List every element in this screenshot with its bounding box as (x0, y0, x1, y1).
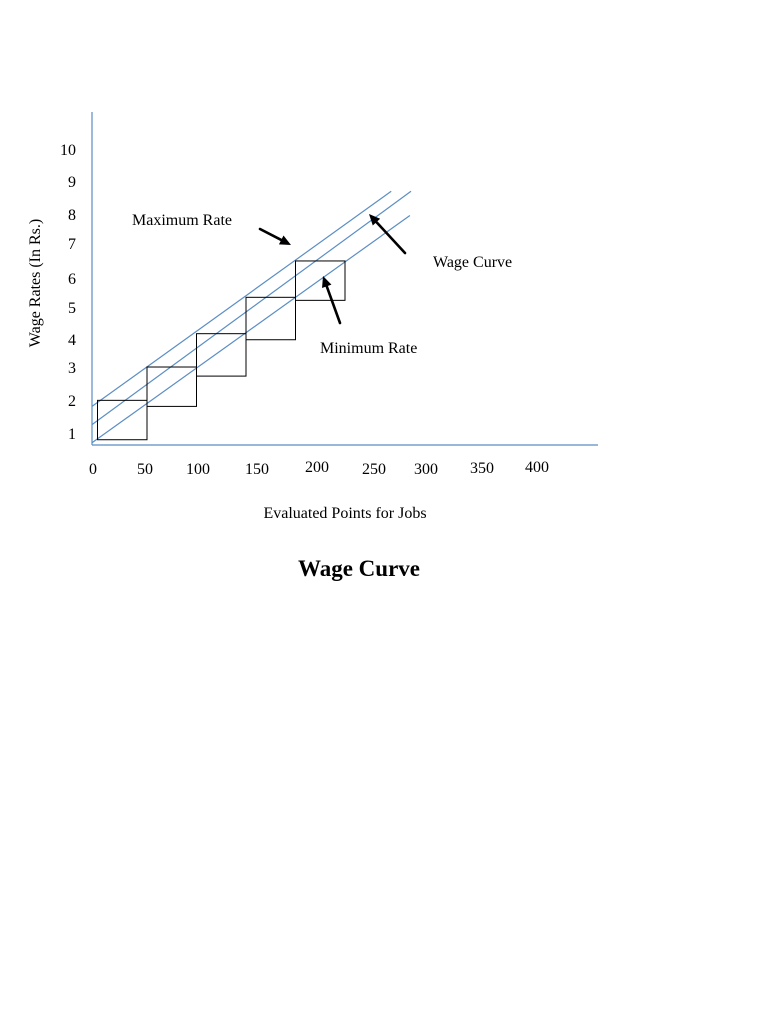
x-tick-label: 300 (414, 461, 438, 478)
minimum-rate-arrow (322, 276, 342, 325)
annotation-labels: Maximum Rate Wage Curve Minimum Rate (132, 212, 512, 357)
y-tick-label: 2 (68, 393, 76, 410)
y-tick-label: 1 (68, 426, 76, 443)
maximum-rate-line (91, 190, 392, 407)
rate-range-boxes (97, 260, 346, 441)
rate-range-box (196, 333, 247, 377)
wage-curve-label: Wage Curve (433, 254, 512, 271)
y-tick-label: 4 (68, 332, 76, 349)
axes (91, 112, 598, 446)
x-tick-label: 200 (305, 459, 329, 476)
rate-range-box (146, 366, 197, 407)
x-tick-label: 100 (186, 461, 210, 478)
y-tick-label: 3 (68, 360, 76, 377)
y-tick-label: 7 (68, 236, 76, 253)
y-tick-label: 10 (60, 142, 76, 159)
y-axis-title: Wage Rates (In Rs.) (27, 219, 44, 347)
wage-curve-line (91, 190, 412, 426)
wage-curve-arrow (369, 214, 407, 255)
x-tick-label: 50 (137, 461, 153, 478)
y-tick-label: 9 (68, 174, 76, 191)
minimum-rate-label: Minimum Rate (320, 340, 417, 357)
rate-range-box (97, 399, 148, 441)
y-tick-label: 8 (68, 207, 76, 224)
rate-range-box (245, 296, 296, 341)
maximum-rate-arrow (258, 227, 291, 245)
series-lines (91, 190, 412, 444)
chart-title: Wage Curve (298, 556, 420, 581)
x-tick-label: 150 (245, 461, 269, 478)
x-tick-label: 0 (89, 461, 97, 478)
rate-range-box (295, 260, 346, 301)
x-tick-label: 350 (470, 460, 494, 477)
annotation-arrows (258, 214, 407, 325)
y-tick-label: 5 (68, 300, 76, 317)
maximum-rate-label: Maximum Rate (132, 212, 232, 229)
y-tick-label: 6 (68, 271, 76, 288)
x-tick-label: 250 (362, 461, 386, 478)
wage-curve-chart: 0 50 100 150 200 250 300 350 400 1 2 3 4 5 6 7 8 9 10 Maxi… (27, 112, 598, 581)
minimum-rate-line (91, 215, 411, 444)
x-tick-label: 400 (525, 459, 549, 476)
x-axis-title: Evaluated Points for Jobs (263, 505, 426, 522)
tick-labels: 0 50 100 150 200 250 300 350 400 1 2 3 4 5 6 7 8 9 10 (60, 142, 549, 478)
